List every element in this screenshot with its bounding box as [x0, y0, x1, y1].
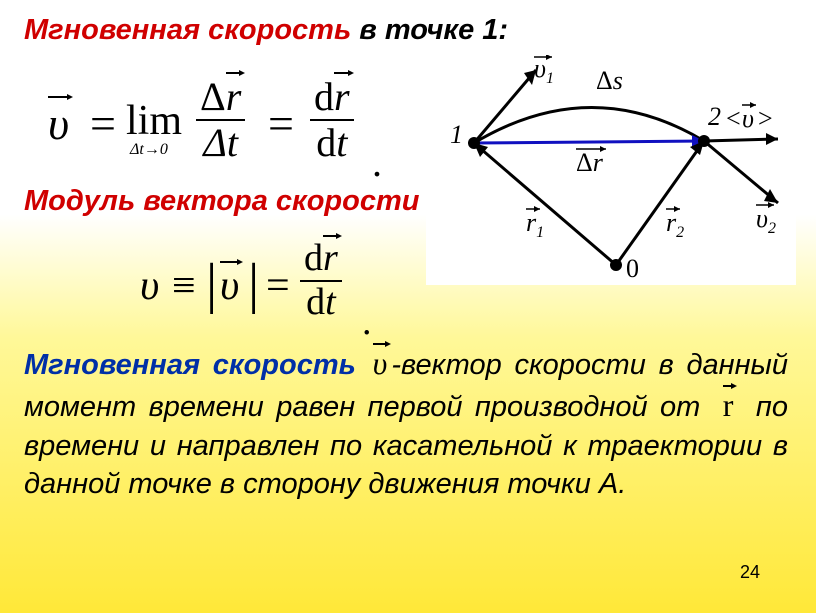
- vec-r2: r: [334, 74, 350, 119]
- frac-deltar: Δr Δt: [196, 75, 245, 165]
- d3: d: [304, 237, 323, 279]
- svg-text:Δs: Δs: [596, 66, 623, 95]
- def-term: Мгновенная скорость: [24, 349, 356, 381]
- abs-close: |: [248, 252, 259, 316]
- abs-open: |: [206, 252, 217, 316]
- vec-r3: r: [323, 237, 338, 279]
- eq3: =: [266, 262, 290, 310]
- page-number: 24: [740, 562, 760, 583]
- delta-t: Δt: [199, 121, 242, 165]
- dot2: .: [362, 300, 372, 344]
- svg-text:υ1: υ1: [534, 55, 554, 87]
- d2: d: [316, 120, 336, 165]
- svg-text:<: <: [726, 104, 741, 133]
- lim-sub: Δt→0: [130, 141, 168, 159]
- vec-v: υ: [48, 98, 69, 149]
- svg-text:1: 1: [450, 120, 463, 149]
- equiv: ≡: [172, 262, 196, 310]
- frac-dr2: dr dt: [300, 238, 342, 324]
- def-sym: υ: [373, 345, 388, 381]
- vec-r1: r: [226, 74, 242, 119]
- svg-text:υ: υ: [742, 104, 754, 133]
- lhs2: υ: [140, 262, 159, 310]
- definition-text: Мгновенная скорость υ -вектор скорости в…: [0, 336, 816, 503]
- trajectory-diagram: υ1 Δs 1 2 < υ > Δr υ2 r1: [426, 55, 796, 285]
- eq2: =: [268, 97, 294, 150]
- delta1: Δ: [200, 74, 226, 119]
- dot1: .: [372, 139, 382, 186]
- d1: d: [314, 74, 334, 119]
- t2: t: [336, 120, 347, 165]
- d4: d: [306, 281, 325, 323]
- t3: t: [325, 281, 336, 323]
- def-r: r: [723, 387, 734, 423]
- svg-text:0: 0: [626, 254, 639, 283]
- title-rest: в точке 1:: [351, 14, 508, 46]
- formula-modulus: υ ≡ | υ | = dr dt .: [140, 226, 400, 336]
- svg-text:2: 2: [708, 102, 721, 131]
- lim: lim: [126, 97, 182, 145]
- svg-text:Δr: Δr: [576, 148, 604, 177]
- abs-v: υ: [220, 263, 239, 309]
- eq1: =: [90, 97, 116, 150]
- svg-text:r2: r2: [666, 208, 684, 241]
- v1-sub: 1: [546, 70, 554, 87]
- formula-velocity: υ = lim Δt→0 Δr Δt = dr dt: [10, 57, 410, 177]
- svg-text:υ2: υ2: [756, 204, 776, 237]
- frac-dr: dr dt: [310, 75, 354, 165]
- def-dash: -: [391, 349, 401, 381]
- title-term: Мгновенная скорость: [24, 14, 351, 46]
- svg-text:r1: r1: [526, 208, 544, 241]
- slide-title: Мгновенная скорость в точке 1:: [0, 0, 816, 47]
- svg-text:>: >: [758, 104, 773, 133]
